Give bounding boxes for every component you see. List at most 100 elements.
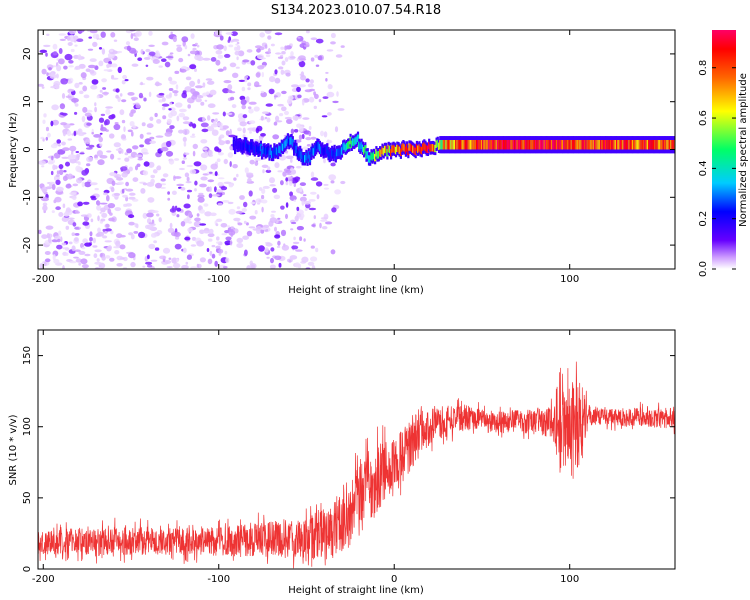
noise-blob xyxy=(171,257,178,264)
noise-blob xyxy=(254,45,262,49)
noise-blob xyxy=(160,147,169,152)
signal-band-core xyxy=(537,140,540,150)
signal-band-core xyxy=(236,141,239,150)
noise-blob xyxy=(173,231,181,237)
signal-band-core xyxy=(582,140,586,150)
noise-blob xyxy=(106,150,112,153)
noise-blob xyxy=(244,249,248,256)
noise-blob xyxy=(146,123,154,129)
noise-blob xyxy=(237,222,243,226)
signal-band-core xyxy=(636,140,640,150)
noise-blob xyxy=(256,48,261,53)
noise-blob xyxy=(264,247,269,253)
noise-blob xyxy=(211,244,216,248)
noise-blob xyxy=(248,108,254,114)
noise-blob xyxy=(48,67,52,71)
noise-blob xyxy=(159,255,167,260)
noise-blob xyxy=(202,57,211,61)
noise-blob xyxy=(129,112,134,117)
noise-blob xyxy=(274,120,283,123)
noise-blob xyxy=(330,32,336,39)
signal-band-core xyxy=(387,144,390,153)
noise-blob xyxy=(244,75,249,79)
signal-band-core xyxy=(539,140,543,150)
noise-blob xyxy=(94,187,99,191)
signal-band-core xyxy=(548,140,551,150)
noise-blob xyxy=(182,136,187,143)
noise-blob xyxy=(175,102,183,108)
noise-blob xyxy=(208,150,213,156)
noise-blob xyxy=(145,48,151,53)
noise-blob xyxy=(323,158,326,164)
noise-blob xyxy=(145,64,149,68)
noise-blob xyxy=(261,164,269,168)
noise-blob xyxy=(270,43,275,47)
noise-blob xyxy=(327,83,333,90)
signal-band-core xyxy=(544,140,547,150)
noise-blob xyxy=(45,136,48,141)
signal-band-core xyxy=(546,140,549,150)
noise-blob xyxy=(62,147,70,152)
noise-blob xyxy=(71,97,79,103)
signal-band-core xyxy=(563,140,566,150)
noise-blob xyxy=(78,82,83,85)
noise-blob xyxy=(104,228,112,232)
noise-blob xyxy=(290,158,293,163)
noise-blob xyxy=(303,44,310,48)
signal-band-core xyxy=(628,140,631,150)
noise-blob xyxy=(138,92,143,99)
signal-band-core xyxy=(334,152,337,160)
noise-blob xyxy=(192,143,198,150)
signal-band-core xyxy=(234,143,237,152)
noise-blob xyxy=(286,118,293,124)
noise-blob xyxy=(132,125,136,129)
noise-blob xyxy=(284,116,292,120)
noise-blob xyxy=(248,190,253,197)
noise-blob xyxy=(302,146,309,150)
signal-band-core xyxy=(248,145,251,153)
noise-blob xyxy=(231,38,240,42)
noise-blob xyxy=(250,201,256,205)
signal-band-core xyxy=(307,151,310,159)
noise-blob xyxy=(86,122,92,126)
noise-blob xyxy=(257,65,265,70)
signal-band-core xyxy=(269,147,272,155)
signal-band-core xyxy=(593,140,597,150)
noise-blob xyxy=(45,126,50,132)
noise-blob xyxy=(140,81,144,86)
signal-band-core xyxy=(541,140,544,150)
noise-blob xyxy=(147,197,155,203)
noise-blob xyxy=(315,247,319,253)
noise-blob xyxy=(61,242,67,246)
noise-blob xyxy=(92,237,96,244)
noise-blob xyxy=(126,148,132,154)
noise-blob xyxy=(43,44,51,48)
noise-blob xyxy=(42,119,46,125)
signal-band-core xyxy=(533,140,536,150)
noise-blob xyxy=(52,51,58,56)
signal-band-core xyxy=(356,134,360,142)
noise-blob xyxy=(50,143,58,149)
signal-band-core xyxy=(571,140,574,150)
noise-blob xyxy=(255,229,261,235)
signal-band-core xyxy=(654,140,657,150)
noise-blob xyxy=(162,247,171,254)
signal-band-core xyxy=(595,140,598,150)
noise-blob xyxy=(125,196,129,202)
noise-blob xyxy=(134,223,138,228)
noise-blob xyxy=(233,177,237,181)
noise-blob xyxy=(231,104,237,109)
snr-panel: -200 -100 0 100 0 50 100 150 Height of straight… xyxy=(8,329,676,596)
spectrogram-y-tick-label: 0 xyxy=(22,146,33,152)
noise-blob xyxy=(274,69,278,75)
noise-blob xyxy=(107,245,113,250)
noise-blob xyxy=(294,215,299,222)
noise-blob xyxy=(117,181,124,185)
signal-band-core xyxy=(315,144,318,152)
noise-blob xyxy=(277,103,284,107)
noise-blob xyxy=(74,103,79,107)
noise-blob xyxy=(87,48,94,51)
signal-band-core xyxy=(512,140,516,150)
signal-band-core xyxy=(555,140,558,150)
